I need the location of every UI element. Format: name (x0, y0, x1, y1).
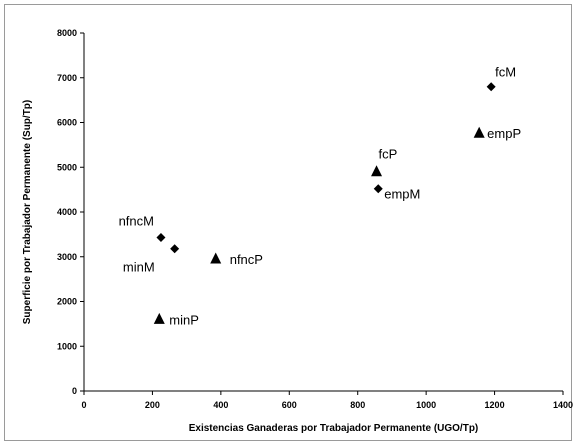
triangle-point-minP (153, 312, 165, 324)
tick-labels: 0 1000 2000 3000 4000 5000 6000 7000 8000 0 200 400… (57, 28, 573, 410)
y-tick-label: 7000 (57, 73, 77, 83)
y-tick-label: 4000 (57, 207, 77, 217)
y-axis-title: Superficie por Trabajador Permanente (Su… (22, 100, 33, 325)
point-labels: fcM empP fcP empM nfncM minM nfncP minP (119, 65, 522, 328)
diamond-point-nfncM (156, 233, 166, 243)
x-tick-label: 0 (81, 400, 86, 410)
x-tick-label: 400 (213, 400, 228, 410)
y-tick-label: 5000 (57, 162, 77, 172)
axes (80, 32, 564, 395)
point-label-empM: empM (384, 187, 420, 202)
point-label-minP: minP (169, 312, 199, 327)
diamond-point-empM (373, 184, 383, 194)
diamond-point-minM (170, 244, 180, 254)
y-tick-label: 0 (72, 386, 77, 396)
y-tick-label: 2000 (57, 297, 77, 307)
triangle-point-nfncP (210, 252, 222, 264)
x-tick-label: 1200 (485, 400, 505, 410)
point-label-fcP: fcP (379, 147, 398, 162)
point-label-nfncP: nfncP (230, 252, 263, 267)
x-tick-label: 200 (145, 400, 160, 410)
y-tick-label: 1000 (57, 341, 77, 351)
point-label-minM: minM (123, 260, 155, 275)
x-tick-label: 800 (350, 400, 365, 410)
x-axis-title: Existencias Ganaderas por Trabajador Per… (189, 423, 479, 434)
point-label-nfncM: nfncM (119, 214, 154, 229)
x-tick-label: 1400 (553, 400, 573, 410)
chart-frame (4, 4, 572, 441)
y-tick-label: 8000 (57, 28, 77, 38)
y-tick-label: 3000 (57, 252, 77, 262)
x-tick-label: 1000 (416, 400, 436, 410)
y-tick-label: 6000 (57, 118, 77, 128)
data-points (153, 82, 496, 324)
triangle-point-fcP (371, 165, 383, 177)
point-label-empP: empP (487, 126, 521, 141)
diamond-point-fcM (486, 82, 496, 92)
point-label-fcM: fcM (495, 65, 516, 80)
x-tick-label: 600 (282, 400, 297, 410)
triangle-point-empP (473, 126, 485, 138)
